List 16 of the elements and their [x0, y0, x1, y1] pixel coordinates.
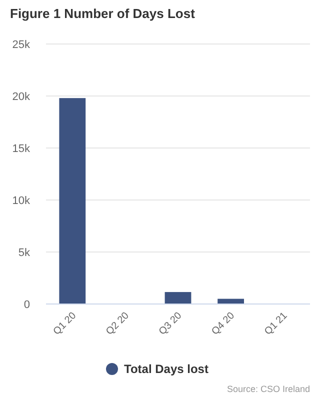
x-tick-label: Q1 20: [51, 310, 79, 338]
legend-label: Total Days lost: [124, 362, 208, 376]
y-tick-label: 5k: [18, 246, 30, 259]
y-tick-label: 25k: [12, 38, 30, 51]
x-tick-label: Q3 20: [157, 310, 184, 338]
x-tick-label: Q2 20: [104, 310, 132, 338]
x-tick-label: Q4 20: [210, 310, 238, 338]
y-tick-label: 20k: [12, 90, 30, 103]
chart-title: Figure 1 Number of Days Lost: [10, 6, 196, 21]
y-tick-label: 10k: [12, 194, 30, 207]
source-note: Source: CSO Ireland: [226, 384, 310, 394]
y-tick-label: 0: [24, 298, 30, 311]
bar: [59, 98, 86, 304]
y-tick-label: 15k: [12, 142, 30, 155]
x-tick-label: Q1 21: [262, 310, 290, 338]
bar: [164, 292, 192, 304]
